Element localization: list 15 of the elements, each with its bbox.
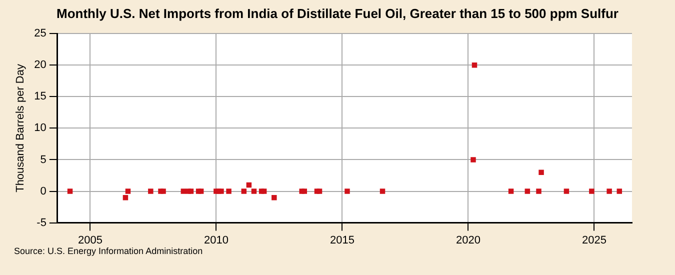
source-note: Source: U.S. Energy Information Administration [14,246,203,256]
chart-title: Monthly U.S. Net Imports from India of Distillate Fuel Oil, Greater than 15 to 500 ppm Sulfur [56,6,620,21]
y-tick-label: -5 [36,216,46,229]
x-tick-label: 2005 [78,234,102,246]
x-tick-label: 2025 [582,234,606,246]
y-tick-label: 25 [34,28,46,40]
y-tick-label: 20 [34,59,46,72]
x-tick-label: 2020 [456,234,480,246]
y-tick-label: 15 [34,90,46,103]
y-tick-label: 10 [34,122,46,134]
y-tick-label: 5 [40,154,46,166]
y-axis-title: Thousand Barrels per Day [14,64,27,192]
x-tick-label: 2010 [204,234,228,246]
y-tick-label: 0 [40,185,46,198]
x-tick-label: 2015 [330,234,354,246]
